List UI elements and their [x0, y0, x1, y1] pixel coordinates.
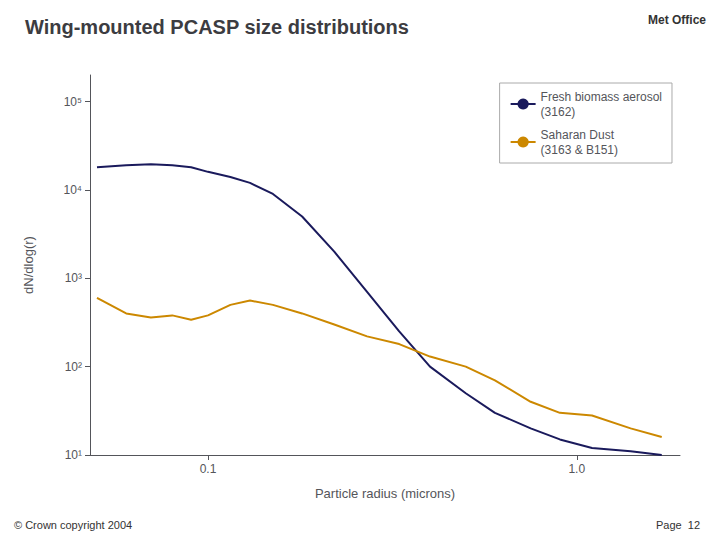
svg-text:Met Office: Met Office: [648, 13, 706, 27]
svg-text:10¹: 10¹: [65, 448, 82, 462]
svg-text:1.0: 1.0: [568, 462, 585, 476]
svg-text:Particle radius (microns): Particle radius (microns): [315, 486, 455, 501]
svg-text:Saharan Dust: Saharan Dust: [541, 128, 615, 142]
svg-text:Fresh biomass aerosol: Fresh biomass aerosol: [541, 90, 662, 104]
svg-text:Page 12: Page 12: [656, 519, 700, 531]
svg-text:© Crown copyright 2004: © Crown copyright 2004: [14, 519, 132, 531]
svg-text:dN/dlog(r): dN/dlog(r): [21, 236, 36, 294]
svg-text:(3163 & B151): (3163 & B151): [541, 143, 618, 157]
svg-text:0.1: 0.1: [200, 462, 217, 476]
svg-text:10⁵: 10⁵: [64, 95, 82, 109]
svg-text:10²: 10²: [65, 360, 82, 374]
svg-text:Wing-mounted PCASP size distri: Wing-mounted PCASP size distributions: [25, 16, 409, 38]
svg-text:10³: 10³: [65, 271, 82, 285]
svg-text:10⁴: 10⁴: [63, 183, 82, 197]
svg-text:(3162): (3162): [541, 105, 576, 119]
